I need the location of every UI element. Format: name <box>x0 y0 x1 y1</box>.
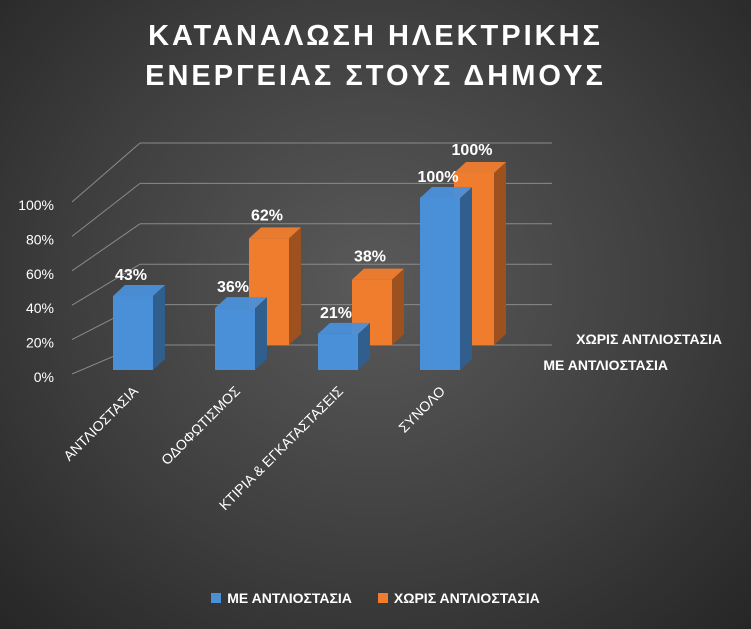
y-tick-label-1: 20% <box>26 335 54 351</box>
y-tick-label-4: 80% <box>26 231 54 247</box>
bar-series-2-2-side <box>392 268 404 345</box>
category-label-0: ΑΝΤΛΙΟΣΤΑΣΙΑ <box>60 382 141 463</box>
category-label-2: ΚΤΙΡΙΑ & ΕΓΚΑΤΑΣΤΑΣΕΙΣ <box>216 383 347 514</box>
legend-swatch-series-2 <box>377 593 388 603</box>
chart-title-line-2: ΕΝΕΡΓΕΙΑΣ ΣΤΟΥΣ ΔΗΜΟΥΣ <box>145 60 606 92</box>
gridline-diagonal-2 <box>71 263 141 306</box>
bar-series-1-3-top <box>420 187 472 198</box>
y-tick-label-2: 40% <box>26 300 54 316</box>
data-label-series-2-1: 62% <box>251 207 283 224</box>
bar-series-1-3-side <box>460 187 472 370</box>
bar-series-1-0-front <box>113 296 153 370</box>
data-label-series-1-2: 21% <box>320 305 352 322</box>
depth-axis-label-series-1: ΜΕ ΑΝΤΛΙΟΣΤΑΣΙΑ <box>543 357 668 373</box>
bar-series-1-1-side <box>255 297 267 370</box>
bar-series-2-1-side <box>289 227 301 345</box>
gridline-diagonal-3 <box>71 223 141 272</box>
legend-label-series-2: ΧΩΡΙΣ ΑΝΤΛΙΟΣΤΑΣΙΑ <box>393 590 540 606</box>
bar-series-1-1-front <box>215 308 255 370</box>
depth-axis-label-series-2: ΧΩΡΙΣ ΑΝΤΛΙΟΣΤΑΣΙΑ <box>576 331 722 347</box>
gridline-diagonal-5 <box>71 142 141 203</box>
bar-series-2-1-top <box>249 227 301 239</box>
bar-series-1-0-side <box>153 285 165 370</box>
bar-series-1-2-front <box>318 333 358 370</box>
category-label-3: ΣΥΝΟΛΟ <box>395 383 448 436</box>
chart-legend: ΜΕ ΑΝΤΛΙΟΣΤΑΣΙΑ ΧΩΡΙΣ ΑΝΤΛΙΟΣΤΑΣΙΑ <box>0 590 751 606</box>
bar-series-2-3-top <box>454 162 506 173</box>
data-label-series-1-0: 43% <box>115 267 147 284</box>
legend-item-series-2: ΧΩΡΙΣ ΑΝΤΛΙΟΣΤΑΣΙΑ <box>377 590 540 606</box>
y-tick-label-0: 0% <box>34 369 54 385</box>
gridline-diagonal-4 <box>71 183 141 237</box>
bar-series-1-2-side <box>358 322 370 370</box>
bar-series-2-3-side <box>494 162 506 345</box>
y-tick-label-3: 60% <box>26 266 54 282</box>
legend-swatch-series-1 <box>211 593 222 603</box>
category-label-1: ΟΔΟΦΩΤΙΣΜΟΣ <box>158 383 243 468</box>
data-label-series-1-1: 36% <box>217 279 249 296</box>
data-label-series-2-2: 38% <box>354 249 386 266</box>
chart-title-line-1: ΚΑΤΑΝΑΛΩΣΗ ΗΛΕΚΤΡΙΚΗΣ <box>148 20 603 52</box>
bar-series-2-2-top <box>352 268 404 280</box>
bar-series-1-3-front <box>420 198 460 370</box>
data-label-series-2-3: 100% <box>452 142 493 159</box>
data-label-series-1-3: 100% <box>418 169 459 186</box>
bar-series-1-0-top <box>113 285 165 297</box>
legend-label-series-1: ΜΕ ΑΝΤΛΙΟΣΤΑΣΙΑ <box>227 590 352 606</box>
bar-series-1-1-top <box>215 297 267 309</box>
legend-item-series-1: ΜΕ ΑΝΤΛΙΟΣΤΑΣΙΑ <box>211 590 352 606</box>
y-tick-label-5: 100% <box>18 197 54 213</box>
bar-series-1-2-top <box>318 322 370 334</box>
